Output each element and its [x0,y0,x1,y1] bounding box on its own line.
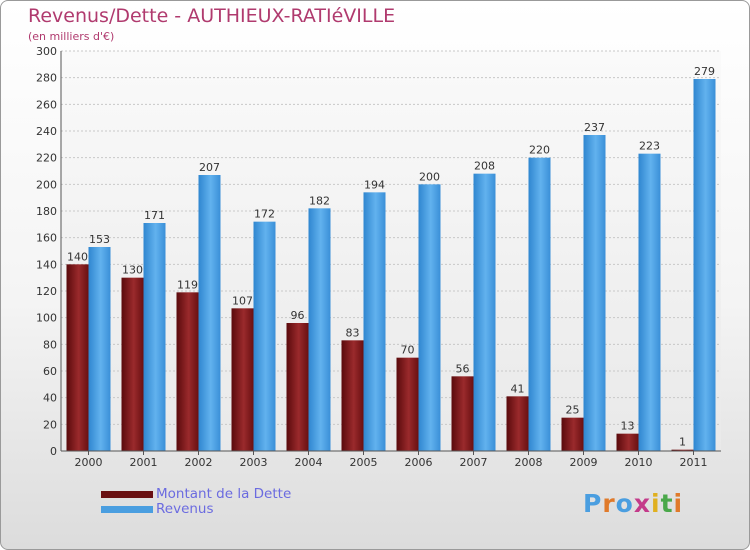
x-tick-label: 2010 [625,456,653,469]
value-label-revenus: 194 [364,178,385,191]
value-label-revenus: 237 [584,121,605,134]
x-tick-label: 2004 [295,456,323,469]
bar-dette [121,277,144,451]
value-label-dette: 130 [122,264,143,277]
bar-revenus [198,175,221,451]
logo-letter: t [660,489,674,518]
x-tick-label: 2007 [460,456,488,469]
bar-revenus [528,157,551,451]
x-tick-label: 2001 [130,456,158,469]
value-label-revenus: 172 [254,208,275,221]
bar-revenus [638,153,661,451]
value-label-revenus: 223 [639,140,660,153]
bar-revenus [693,79,716,451]
x-axis: 2000 2001 2002 2003 2004 2005 2006 2007 2008 2009… [60,51,721,469]
x-tick-label: 2000 [75,456,103,469]
bar-revenus [363,192,386,452]
y-axis: 0 20 40 60 80 100 120 140 160 180 200 220 240 260 280 3… [36,45,57,458]
logo-letter: i [673,489,684,518]
value-label-dette: 119 [177,278,198,291]
bar-revenus [143,223,166,451]
x-tick-label: 2011 [680,456,708,469]
bar-dette [561,417,584,451]
bar-revenus [253,221,276,451]
value-label-revenus: 207 [199,161,220,174]
x-tick-label: 2003 [240,456,268,469]
y-tick-label: 240 [36,125,57,138]
bar-dette [506,396,529,451]
y-tick-label: 40 [43,392,57,405]
y-tick-label: 0 [50,445,57,458]
value-label-dette: 96 [291,309,305,322]
chart-title: Revenus/Dette - AUTHIEUX-RATIéVILLE [28,5,396,27]
y-tick-label: 140 [36,258,57,271]
value-label-revenus: 220 [529,144,550,157]
value-label-dette: 56 [456,362,470,375]
logo-letter: r [602,489,616,518]
logo-letter: o [615,489,634,518]
legend-label-revenus: Revenus [156,501,214,517]
value-label-revenus: 171 [144,209,165,222]
bar-revenus [473,173,496,451]
chart-subtitle: (en milliers d'€) [28,30,115,43]
value-label-dette: 70 [401,344,415,357]
value-label-dette: 140 [67,250,88,263]
y-tick-label: 180 [36,205,57,218]
value-label-dette: 1 [679,436,686,449]
bar-dette [671,449,694,451]
logo-letter: x [633,489,651,518]
bar-revenus [583,135,606,451]
x-tick-label: 2006 [405,456,433,469]
x-tick-label: 2002 [185,456,213,469]
value-label-dette: 83 [346,326,360,339]
bar-dette [176,292,199,451]
proxiti-logo: Proxiti [583,489,683,518]
value-label-revenus: 182 [309,194,330,207]
bar-revenus [418,184,441,452]
logo-letter: i [651,489,661,518]
bar-dette [286,323,309,451]
bar-revenus [88,247,111,451]
bar-dette [616,433,639,451]
y-tick-label: 300 [36,45,57,58]
value-label-revenus: 279 [694,65,715,78]
y-tick-label: 280 [36,72,57,85]
y-tick-label: 260 [36,98,57,111]
y-tick-label: 20 [43,418,57,431]
value-label-revenus: 153 [89,233,110,246]
value-label-revenus: 208 [474,160,495,173]
y-tick-label: 120 [36,285,57,298]
legend-swatch-dette [101,491,153,498]
legend-label-dette: Montant de la Dette [156,486,292,502]
x-tick-label: 2005 [350,456,378,469]
bar-dette [66,264,89,451]
bar-dette [341,340,364,451]
value-label-dette: 107 [232,294,253,307]
value-label-dette: 13 [621,420,635,433]
x-tick-label: 2009 [570,456,598,469]
bar-dette [231,308,254,451]
value-label-dette: 25 [566,404,580,417]
y-tick-label: 100 [36,312,57,325]
y-tick-label: 60 [43,365,57,378]
y-tick-label: 200 [36,178,57,191]
plot-area [61,51,721,451]
bar-revenus [308,208,331,451]
y-tick-label: 220 [36,152,57,165]
y-tick-label: 80 [43,338,57,351]
logo-letter: P [583,489,603,518]
bar-dette [396,357,419,451]
legend-swatch-revenus [101,506,153,513]
x-tick-label: 2008 [515,456,543,469]
bar-dette [451,376,474,451]
value-label-revenus: 200 [419,170,440,183]
y-tick-label: 160 [36,232,57,245]
value-label-dette: 41 [511,382,525,395]
